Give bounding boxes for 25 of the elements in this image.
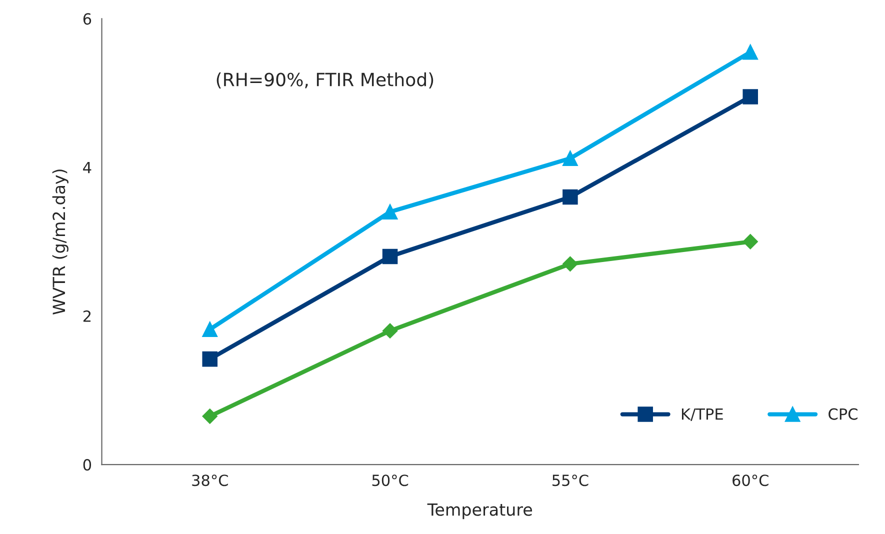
x-tick-label: 55°C <box>552 474 588 486</box>
point <box>742 44 758 60</box>
y-tick-label: 4 <box>83 162 92 174</box>
point <box>382 323 398 338</box>
legend-label: CPC <box>828 408 858 420</box>
y-axis-title: WVTR (g/m2.day) <box>52 170 68 315</box>
x-tick-label: 38°C <box>192 474 228 486</box>
legend-label: K/TPE <box>682 408 723 422</box>
y-tick-label: 2 <box>83 310 91 322</box>
annotation: (RH=90%, FTIR Method) <box>216 72 434 88</box>
point <box>202 351 218 367</box>
point <box>382 248 398 264</box>
point <box>742 89 758 104</box>
point <box>562 150 578 166</box>
point <box>562 189 578 205</box>
point <box>382 204 398 220</box>
y-tick-label: 6 <box>83 13 92 25</box>
x-tick-label: 60°C <box>732 474 768 486</box>
point <box>202 408 218 424</box>
point <box>562 256 578 272</box>
point <box>742 234 758 250</box>
y-tick-label: 0 <box>83 459 92 471</box>
x-tick-label: 50°C <box>372 474 408 486</box>
x-axis-title: Temperature <box>427 503 532 520</box>
point <box>202 322 218 337</box>
